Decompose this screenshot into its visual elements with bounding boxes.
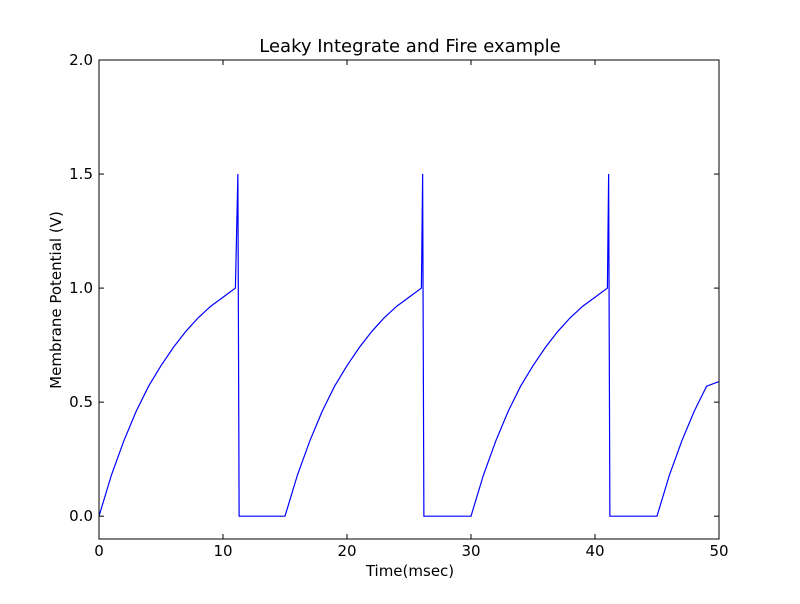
y-tick-label: 1.0 xyxy=(69,279,93,297)
x-tick-label: 10 xyxy=(213,542,232,560)
chart-title: Leaky Integrate and Fire example xyxy=(259,36,560,57)
y-tick-label: 1.5 xyxy=(69,165,93,183)
y-tick-label: 0.0 xyxy=(69,507,93,525)
plot-frame xyxy=(98,59,720,540)
series-layer xyxy=(98,174,720,517)
x-tick-label: 0 xyxy=(94,542,104,560)
x-tick-label: 50 xyxy=(709,542,728,560)
y-tick-label: 0.5 xyxy=(69,393,93,411)
x-axis-title: Time(msec) xyxy=(365,562,454,580)
y-tick-label: 2.0 xyxy=(69,51,93,69)
x-tick-label: 40 xyxy=(585,542,604,560)
x-tick-label: 20 xyxy=(337,542,356,560)
y-axis-title: Membrane Potential (V) xyxy=(47,211,65,389)
ticks-layer: 0 10 20 30 40 50 0.0 0.5 1.0 1.5 2.0 xyxy=(69,51,728,560)
x-tick-label: 30 xyxy=(461,542,480,560)
series-line xyxy=(98,174,720,517)
